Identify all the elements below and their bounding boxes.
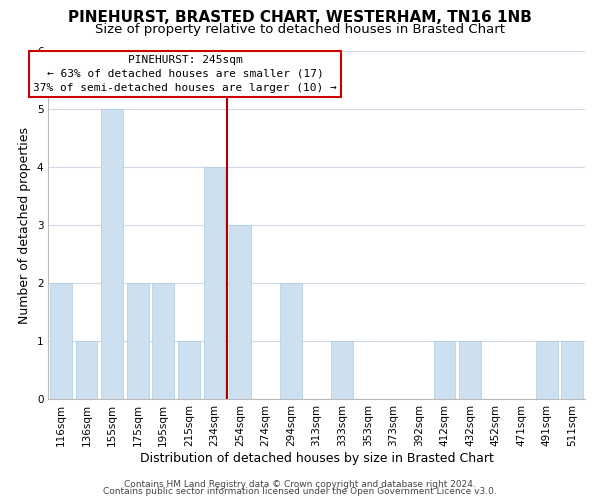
Bar: [434, 342, 455, 400]
Bar: [459, 342, 481, 400]
Text: PINEHURST: 245sqm
← 63% of detached houses are smaller (17)
37% of semi-detached: PINEHURST: 245sqm ← 63% of detached hous…: [33, 55, 337, 93]
Bar: [50, 284, 72, 400]
Bar: [536, 342, 557, 400]
Bar: [331, 342, 353, 400]
Bar: [152, 284, 174, 400]
Text: Contains public sector information licensed under the Open Government Licence v3: Contains public sector information licen…: [103, 487, 497, 496]
Y-axis label: Number of detached properties: Number of detached properties: [18, 127, 31, 324]
Bar: [127, 284, 149, 400]
Bar: [101, 110, 123, 400]
Bar: [280, 284, 302, 400]
Text: Size of property relative to detached houses in Brasted Chart: Size of property relative to detached ho…: [95, 22, 505, 36]
Bar: [229, 226, 251, 400]
Bar: [178, 342, 200, 400]
Bar: [203, 168, 225, 400]
Text: Contains HM Land Registry data © Crown copyright and database right 2024.: Contains HM Land Registry data © Crown c…: [124, 480, 476, 489]
Bar: [562, 342, 583, 400]
Text: PINEHURST, BRASTED CHART, WESTERHAM, TN16 1NB: PINEHURST, BRASTED CHART, WESTERHAM, TN1…: [68, 10, 532, 25]
Bar: [76, 342, 97, 400]
X-axis label: Distribution of detached houses by size in Brasted Chart: Distribution of detached houses by size …: [140, 452, 494, 465]
